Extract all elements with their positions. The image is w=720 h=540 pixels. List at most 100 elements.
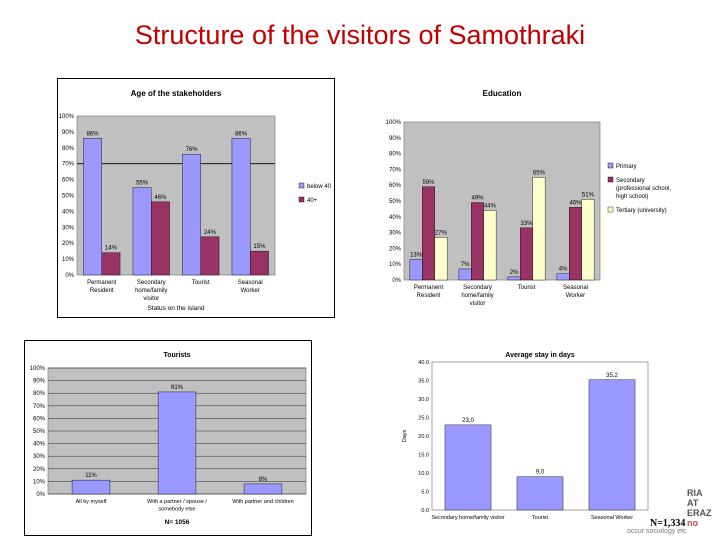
logo-line: AT [687,498,699,508]
bar [507,276,521,281]
y-tick-label: 10% [62,257,75,263]
y-tick-label: 15.0 [418,453,429,459]
data-label: 81% [171,385,184,391]
y-tick-label: 80% [33,391,46,397]
bar [556,273,570,281]
bar [588,379,636,511]
legend-swatch [607,162,614,169]
bar [422,186,435,281]
y-tick-label: 100% [386,120,402,126]
legend-label: high school) [616,194,648,200]
y-tick-label: 50% [33,429,46,435]
bar [569,207,582,281]
bar [444,424,492,511]
category-label: visitor [470,301,486,307]
bar [434,237,448,281]
x-axis-label: Status on the island [147,305,204,312]
category-label: With a partner / spouse / [147,499,207,505]
data-label: 86% [87,131,100,137]
category-label: Secondary [463,285,492,291]
y-axis-label: Days [402,429,408,442]
legend-label: Primary [616,164,637,170]
y-tick-label: 80% [389,152,402,158]
bar [231,138,251,276]
sample-size-note: N=1,334 [650,518,686,529]
category-label: Tourist [518,285,536,291]
y-tick-label: 70% [62,162,75,168]
logo-line: RIA [687,488,703,498]
y-tick-label: 35.0 [418,379,429,385]
data-label: 65% [533,170,546,176]
y-tick-label: 20% [33,467,46,473]
y-tick-label: 0% [36,492,45,498]
tourists-chart-panel: Tourists 0% 10% 20% 30% 40% 50% 60% 70% 80% 90% 100… [24,340,312,536]
bar [132,187,152,276]
education-chart: Education 0% 10% 20% 30% 40% 50% 60% 70% 80% 90% 10… [386,89,672,307]
y-tick-label: 60% [33,416,46,422]
category-label: Permanent [414,285,444,291]
data-label: 23,0 [462,418,474,424]
y-tick-label: 70% [33,404,46,410]
data-label: 14% [105,246,118,252]
bar [182,153,201,276]
y-tick-label: 20.0 [418,434,429,440]
bar [581,199,595,281]
data-label: 46% [569,200,582,206]
logo-line: ERAZ [687,508,712,518]
category-label: Tourist [532,515,549,521]
bar [200,236,220,276]
y-tick-label: 40% [62,209,75,215]
y-tick-label: 90% [62,130,75,136]
bar [520,227,533,281]
legend-swatch [607,206,614,213]
category-label: somebody else [159,507,196,513]
data-label: 9,0 [536,470,545,476]
legend-swatch [298,196,305,203]
y-tick-label: 20% [389,246,402,252]
age-chart-panel: Age of the stakeholders 0% 10% 20% 30% 40% 50%… [57,78,335,318]
category-label: Resident [417,293,441,299]
data-label: 24% [204,230,217,236]
y-tick-label: 100% [59,114,75,120]
category-label: home/family [135,288,167,294]
category-label: Seasonal [563,285,588,291]
legend-label: below 40 [307,184,332,190]
data-label: 7% [461,262,470,268]
category-label: With partner and children [232,499,293,505]
age-chart: Age of the stakeholders 0% 10% 20% 30% 40% 50%… [57,78,335,318]
y-tick-label: 10% [389,262,402,268]
chart-title: Tourists [163,352,190,359]
y-tick-label: 60% [62,178,75,184]
institution-logo: RIA AT ERAZ no [687,488,720,540]
data-label: 4% [559,267,568,273]
y-tick-label: 30% [62,225,75,231]
bar [483,210,497,281]
data-label: 86% [235,131,248,137]
x-axis-label: N= 1056 [165,519,190,526]
data-label: 8% [259,477,268,483]
tourists-chart: Tourists 0% 10% 20% 30% 40% 50% 60% 70% 80% 90% 100… [24,340,312,536]
data-label: 44% [484,203,497,209]
y-tick-label: 5.0 [421,490,429,496]
data-label: 46% [154,195,167,201]
data-label: 51% [582,192,595,198]
data-label: 13% [410,252,423,258]
category-label: All by myself [76,499,107,505]
legend-swatch [298,182,305,189]
data-label: 33% [520,221,533,227]
stay-chart: Average stay in days 0.0 5.0 10.0 15.0 20.0 25… [402,352,649,521]
y-tick-label: 0% [392,278,401,284]
y-tick-label: 70% [389,167,402,173]
legend-label: Secondary [616,178,645,184]
y-tick-label: 20% [62,241,75,247]
y-tick-label: 30% [33,454,46,460]
y-tick-label: 10.0 [418,471,429,477]
bar [83,138,102,276]
data-label: 2% [510,270,519,276]
y-tick-label: 80% [62,146,75,152]
y-tick-label: 30% [389,231,402,237]
legend-label: (professional school, [616,186,671,192]
category-label: Permanent [87,280,117,286]
plot-area [403,121,601,281]
bar [409,259,423,281]
